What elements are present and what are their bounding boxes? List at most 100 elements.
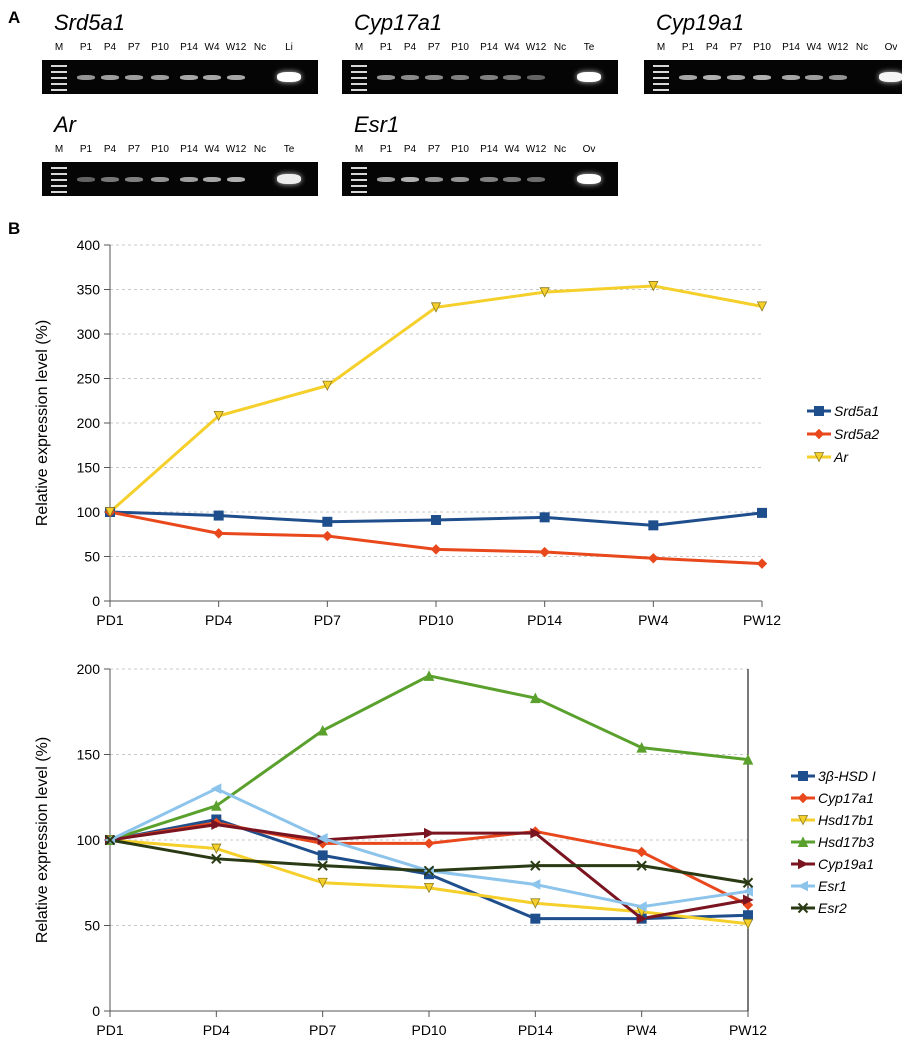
gel-band bbox=[480, 177, 498, 182]
lane-label: P10 bbox=[151, 144, 169, 155]
x-tick-label: PD7 bbox=[309, 1022, 336, 1038]
x-tick-label: PD7 bbox=[314, 612, 341, 628]
lane-label: P4 bbox=[403, 42, 417, 53]
gel-title: Cyp19a1 bbox=[656, 10, 745, 35]
lane-label: Nc bbox=[553, 144, 567, 155]
lane-label: Ov bbox=[582, 144, 596, 155]
ladder-band bbox=[653, 65, 669, 67]
data-point bbox=[757, 507, 767, 518]
legend-item: Cyp17a1 bbox=[790, 790, 902, 806]
x-tick-label: PD14 bbox=[518, 1022, 553, 1038]
data-point bbox=[317, 832, 328, 844]
legend-label: Srd5a2 bbox=[834, 426, 880, 442]
gel-band bbox=[277, 72, 301, 82]
x-tick-label: PD4 bbox=[205, 612, 232, 628]
y-tick-label: 150 bbox=[77, 460, 101, 476]
y-tick-label: 300 bbox=[77, 326, 101, 342]
x-tick-label: PW12 bbox=[729, 1022, 767, 1038]
data-point bbox=[423, 882, 435, 894]
legend-label: Ar bbox=[834, 449, 848, 465]
y-tick-label: 100 bbox=[77, 832, 101, 848]
ladder-band bbox=[653, 77, 669, 79]
gel-image bbox=[42, 162, 318, 196]
lane-label: P7 bbox=[427, 144, 441, 155]
data-point bbox=[210, 783, 222, 795]
legend-item: Hsd17b3 bbox=[790, 834, 902, 850]
data-point bbox=[648, 553, 659, 564]
gel-band bbox=[151, 75, 169, 80]
lane-label: P7 bbox=[427, 42, 441, 53]
lane-label: P14 bbox=[782, 42, 800, 53]
gel-band bbox=[180, 177, 198, 182]
legend-item: Srd5a1 bbox=[806, 403, 902, 419]
gel-lane-labels: M P1 P4 P7 P10 P14 W4 W12 Nc Te bbox=[38, 144, 318, 156]
legend-swatch bbox=[791, 880, 815, 892]
series-line bbox=[109, 284, 763, 514]
y-axis-label: Relative expression level (%) bbox=[34, 737, 51, 943]
gel-band bbox=[703, 75, 721, 80]
lane-label: P1 bbox=[379, 144, 393, 155]
data-point bbox=[322, 516, 333, 527]
gel-image bbox=[342, 162, 618, 196]
data-point bbox=[424, 827, 435, 839]
data-point bbox=[317, 724, 328, 736]
data-point bbox=[636, 901, 647, 912]
y-tick-label: 200 bbox=[77, 661, 101, 677]
lane-label: P10 bbox=[151, 42, 169, 53]
gel-band bbox=[577, 72, 601, 82]
y-axis-label: Relative expression level (%) bbox=[34, 320, 51, 526]
legend-item: Srd5a2 bbox=[806, 426, 902, 442]
data-point bbox=[648, 520, 659, 531]
ladder-band bbox=[653, 71, 669, 73]
data-point bbox=[797, 815, 809, 826]
legend-swatch bbox=[791, 771, 815, 781]
legend-item: Esr1 bbox=[790, 878, 902, 894]
data-point bbox=[430, 302, 442, 313]
y-tick-label: 100 bbox=[77, 504, 101, 520]
lane-label: W12 bbox=[525, 144, 547, 155]
legend-label: Hsd17b1 bbox=[818, 812, 875, 828]
legend-swatch bbox=[807, 428, 831, 440]
gel-band bbox=[125, 177, 143, 182]
ladder-band bbox=[51, 83, 67, 85]
ladder-band bbox=[351, 173, 367, 175]
x-tick-label: PD1 bbox=[96, 1022, 123, 1038]
x-tick-label: PW12 bbox=[743, 612, 781, 628]
ladder-band bbox=[351, 167, 367, 169]
gel-band bbox=[151, 177, 169, 182]
gel-band bbox=[727, 75, 745, 80]
gel-band bbox=[277, 174, 301, 184]
gel-band bbox=[401, 75, 419, 80]
lane-label: Nc bbox=[253, 144, 267, 155]
legend-swatch bbox=[791, 792, 815, 804]
x-tick-label: PD4 bbox=[203, 1022, 230, 1038]
data-point bbox=[742, 754, 754, 765]
lane-label: M bbox=[54, 42, 64, 53]
data-point bbox=[742, 877, 754, 888]
lane-label: M bbox=[54, 144, 64, 155]
lane-label: Te bbox=[583, 42, 595, 53]
lane-label: P7 bbox=[729, 42, 743, 53]
y-tick-label: 350 bbox=[77, 282, 101, 298]
gel-band bbox=[805, 75, 823, 80]
data-point bbox=[104, 834, 116, 846]
gel-band bbox=[77, 177, 95, 182]
gel-title: Ar bbox=[54, 112, 76, 137]
x-tick-label: PW4 bbox=[626, 1022, 657, 1038]
lane-label: W12 bbox=[225, 144, 247, 155]
data-point bbox=[211, 843, 222, 854]
legend-swatch bbox=[807, 406, 831, 416]
lane-label: P4 bbox=[403, 144, 417, 155]
data-point bbox=[317, 860, 328, 871]
data-point bbox=[648, 281, 659, 292]
lane-label: Ov bbox=[884, 42, 898, 53]
gel-band bbox=[180, 75, 198, 80]
gel-band bbox=[125, 75, 143, 80]
gel-band bbox=[425, 177, 443, 182]
lane-label: Te bbox=[283, 144, 295, 155]
lane-label: Nc bbox=[253, 42, 267, 53]
chart-top: 0 50 100 150 200 250 300 350 400 PD1 PD4 PD7 PD10 PD1… bbox=[34, 237, 781, 628]
ladder-band bbox=[653, 89, 669, 91]
panel-label-b: B bbox=[8, 219, 21, 238]
lane-label: P7 bbox=[127, 42, 141, 53]
